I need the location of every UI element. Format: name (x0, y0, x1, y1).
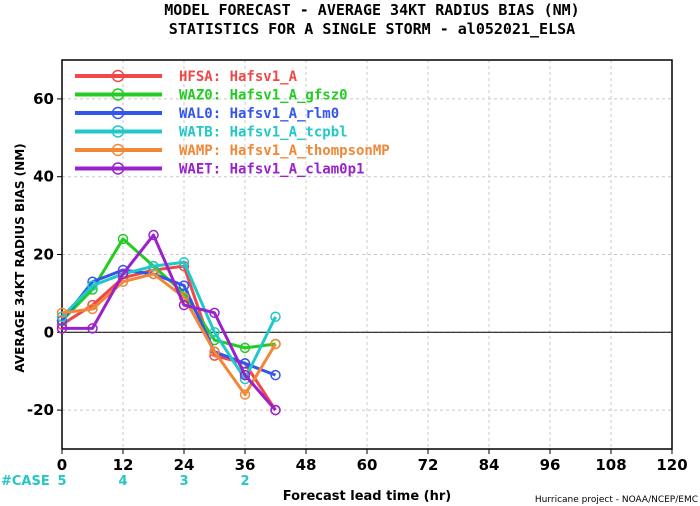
x-tick-label: 24 (174, 456, 195, 474)
credit: Hurricane project - NOAA/NCEP/EMC (535, 495, 698, 505)
legend-entry: WAL0: Hafsv1_A_rlm0 (75, 106, 339, 122)
legend-entry: HFSA: Hafsv1_A (75, 69, 298, 85)
legend-entry: WAMP: Hafsv1_A_thompsonMP (75, 143, 390, 159)
data-point (87, 323, 98, 334)
y-tick-label: -20 (27, 401, 54, 419)
x-tick-label: 0 (57, 456, 67, 474)
series-waet (56, 229, 281, 416)
legend-label: HFSA: Hafsv1_A (179, 69, 298, 85)
series-wal0 (56, 264, 281, 381)
y-tick-label: 0 (44, 323, 54, 341)
legend-label: WAZ0: Hafsv1_A_gfsz0 (179, 88, 348, 104)
y-tick-label: 40 (33, 168, 54, 186)
case-count: 4 (118, 474, 127, 489)
data-point (56, 323, 68, 334)
series-line (60, 260, 277, 381)
y-tick-label: 20 (33, 246, 54, 264)
series-wamp (56, 268, 281, 400)
data-point (148, 229, 159, 241)
legend-label: WATB: Hafsv1_A_tcpbl (179, 125, 348, 141)
legend-swatch-marker (111, 162, 125, 175)
x-tick-label: 48 (296, 456, 317, 474)
x-tick-label: 12 (113, 456, 134, 474)
x-tick-label: 36 (235, 456, 256, 474)
data-point (56, 307, 68, 319)
legend-entry: WAET: Hafsv1_A_clam0p1 (75, 162, 364, 178)
chart-title: MODEL FORECAST - AVERAGE 34KT RADIUS BIA… (164, 1, 579, 19)
data-point (87, 303, 98, 315)
case-count: 5 (57, 474, 66, 489)
x-tick-label: 120 (656, 456, 687, 474)
data-point (87, 280, 98, 291)
legend-entry: WATB: Hafsv1_A_tcpbl (75, 125, 348, 141)
case-counts: 5 4 3 2 (57, 474, 249, 489)
x-tick-label: 108 (595, 456, 626, 474)
x-axis: 0 12 24 36 48 60 72 84 96 108 120 (57, 449, 688, 474)
x-tick-label: 96 (540, 456, 561, 474)
data-point (239, 369, 251, 381)
x-axis-label: Forecast lead time (hr) (283, 489, 451, 504)
data-point (117, 268, 129, 280)
data-point (209, 307, 220, 319)
legend-swatch-marker (111, 88, 125, 101)
case-count: 3 (179, 474, 188, 489)
legend-swatch-marker (111, 143, 125, 157)
x-tick-label: 84 (479, 456, 500, 474)
y-tick-label: 60 (33, 90, 54, 108)
legend: HFSA: Hafsv1_A WAZ0: Hafsv1_A_gfsz0 WAL0: … (75, 69, 390, 178)
data-point (148, 260, 159, 272)
legend-swatch-marker (111, 125, 125, 138)
series-line (61, 272, 277, 397)
legend-label: WAL0: Hafsv1_A_rlm0 (179, 106, 339, 122)
y-axis-label: AVERAGE 34KT RADIUS BIAS (NM) (13, 143, 27, 372)
data-point (117, 233, 129, 245)
legend-swatch-marker (111, 69, 125, 83)
case-label: #CASE (1, 474, 50, 489)
legend-swatch-marker (111, 106, 125, 120)
data-point (239, 342, 251, 354)
y-axis: -20 0 20 40 60 (27, 90, 62, 419)
series-waz0 (56, 233, 281, 354)
data-point (209, 327, 220, 338)
x-tick-label: 60 (357, 456, 378, 474)
data-point (178, 257, 190, 268)
data-point (239, 389, 251, 400)
data-point (178, 299, 190, 311)
data-point (209, 346, 220, 357)
data-point (270, 338, 281, 350)
chart-subtitle: STATISTICS FOR A SINGLE STORM - al052021… (169, 20, 575, 38)
data-point (148, 268, 159, 280)
data-point (178, 280, 190, 291)
data-point (270, 369, 281, 381)
grid (61, 60, 673, 449)
legend-label: WAMP: Hafsv1_A_thompsonMP (179, 143, 390, 159)
series-layer (56, 229, 281, 416)
legend-entry: WAZ0: Hafsv1_A_gfsz0 (75, 88, 348, 104)
data-point (270, 311, 281, 322)
data-point (270, 404, 281, 416)
x-tick-label: 72 (418, 456, 439, 474)
series-line (62, 233, 277, 412)
legend-label: WAET: Hafsv1_A_clam0p1 (179, 162, 364, 178)
case-count: 2 (240, 474, 249, 489)
